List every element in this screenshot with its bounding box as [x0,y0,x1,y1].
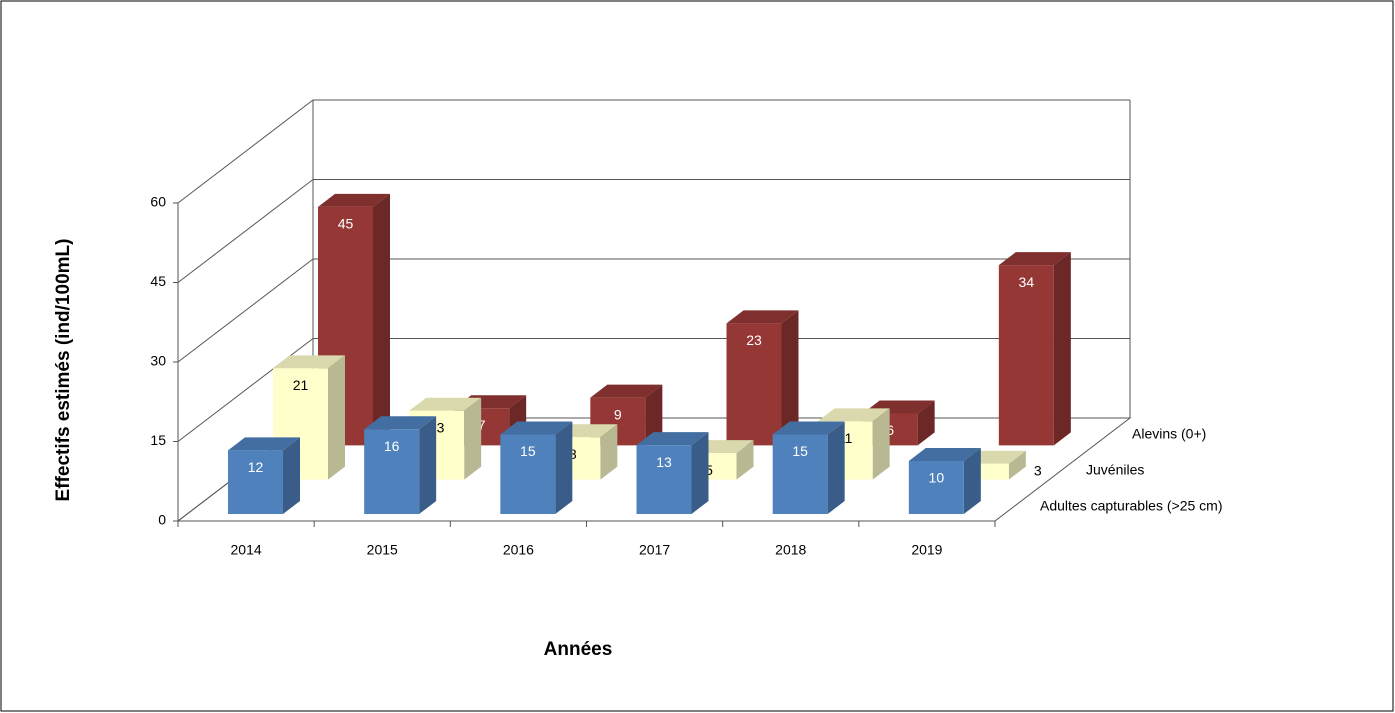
bar-face [827,421,845,514]
data-label: 34 [1019,274,1035,290]
data-label: 15 [792,443,808,459]
bar-face [600,424,618,480]
bar-face [1008,450,1026,480]
bar [500,421,573,514]
data-label: 12 [248,459,264,475]
x-tick-label: 2016 [503,542,534,558]
bar-face [645,384,663,446]
bar [726,310,799,446]
bar-face [1053,252,1071,446]
bar-face [817,408,890,422]
bar-face [555,421,573,514]
data-label: 23 [746,332,762,348]
data-label: 6 [886,422,894,438]
y-tick-label: 60 [150,194,166,210]
bar [228,437,300,514]
data-label: 10 [929,470,945,486]
y-tick-label: 15 [150,432,166,448]
bar-face [998,252,1071,266]
bar-face [636,445,692,514]
bar-face [772,434,828,514]
data-label: 15 [520,443,536,459]
bar [364,416,437,514]
y-axis-title: Effectifs estimés (ind/100mL) [53,239,74,502]
bar-face [908,461,964,514]
bar-face [419,416,437,514]
bar-face [590,384,663,398]
legend-label: Juvéniles [1086,462,1144,478]
bar-face [872,408,890,480]
x-tick-label: 2019 [911,542,942,558]
bar-face [963,448,981,514]
grid-line [177,179,314,283]
bar-face [908,448,981,461]
bar [908,448,981,514]
bar-face [273,355,345,369]
bar-face [328,355,345,480]
bar-face [998,265,1054,446]
bar-face [364,416,437,430]
bar-face [636,432,709,446]
bar-face [373,193,390,446]
bar-face [228,437,300,451]
bar-face [726,323,782,446]
bar-face [500,421,573,435]
data-label: 3 [1034,462,1042,478]
bar-face [691,432,709,514]
x-axis-title: Années [544,639,613,660]
data-label: 45 [338,216,354,232]
data-label: 13 [656,454,672,470]
bar [636,432,709,514]
y-tick-label: 0 [158,512,166,528]
bar-face [917,400,935,446]
y-tick-label: 45 [150,273,166,289]
bar-face [364,429,420,514]
data-label: 7 [478,417,486,433]
bar-face [726,310,799,324]
grid-line [177,99,314,204]
bar-face [500,434,556,514]
data-label: 8 [569,446,577,462]
bar [998,252,1071,446]
x-tick-label: 2015 [367,542,398,558]
bar-face [228,450,283,514]
y-tick-label: 30 [150,353,166,369]
bar-face [283,437,300,514]
x-tick-label: 2017 [639,542,670,558]
x-tick-label: 2014 [231,542,262,558]
bar-face [772,421,845,435]
data-label: 16 [384,438,400,454]
grid-line [177,258,314,363]
x-tick-label: 2018 [775,542,806,558]
legend-label: Adultes capturables (>25 cm) [1040,498,1222,514]
data-label: 5 [705,462,713,478]
legend-label: Alevins (0+) [1132,426,1206,442]
data-label: 21 [293,377,309,393]
bar [772,421,845,514]
bar-face [781,310,799,446]
bar-face [318,193,390,207]
data-label: 9 [614,406,622,422]
bar-face [736,440,754,480]
bar-face [464,397,482,480]
bar-face [409,397,482,411]
